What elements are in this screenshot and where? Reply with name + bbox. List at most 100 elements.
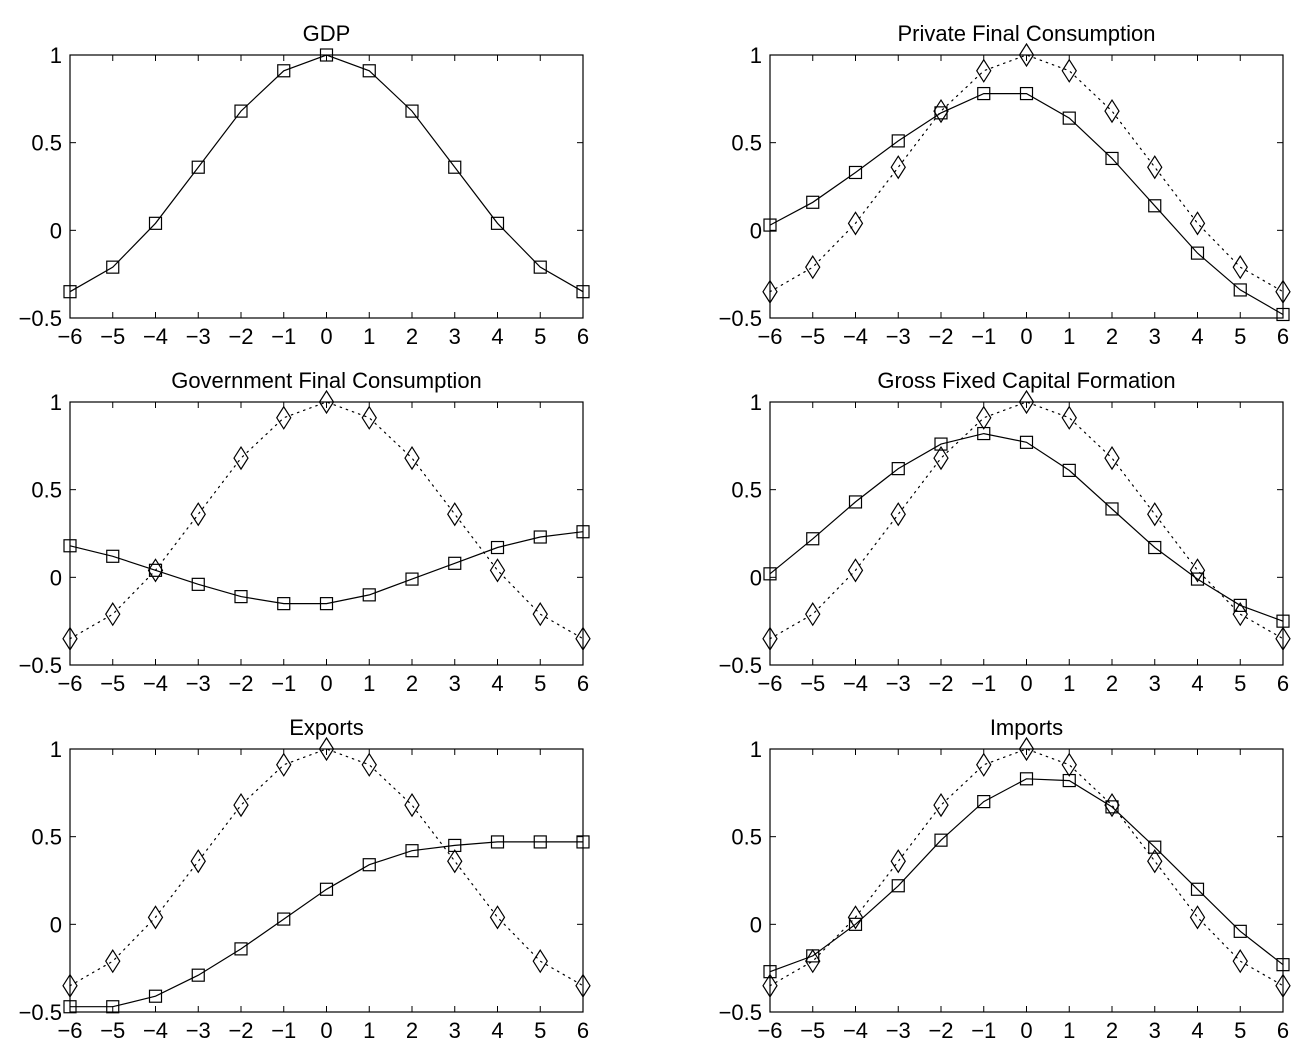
square-marker (362, 588, 376, 602)
square-marker (576, 285, 590, 299)
x-tick-label: 3 (449, 324, 461, 349)
square-marker (490, 835, 505, 849)
diamond-marker (847, 905, 864, 930)
square-marker (448, 160, 462, 174)
square-marker (277, 64, 291, 78)
x-tick-label: 0 (320, 1018, 332, 1043)
x-tick-label: 3 (449, 1018, 461, 1043)
x-tick-label: 3 (449, 671, 461, 696)
diamond-marker (1104, 98, 1120, 124)
x-tick-label: −4 (143, 324, 168, 349)
square-marker (806, 195, 820, 209)
square-marker (106, 549, 120, 563)
panel-title: GDP (303, 21, 351, 46)
x-tick-label: −2 (228, 324, 253, 349)
x-tick-label: −4 (143, 1018, 168, 1043)
square-marker (405, 104, 419, 118)
diamond-marker (976, 405, 992, 430)
square-marker (191, 160, 205, 174)
diamond-marker (1275, 626, 1291, 651)
x-tick-label: −6 (757, 1018, 782, 1043)
square-marker (448, 838, 462, 853)
x-tick-label: 5 (1234, 1018, 1246, 1043)
diamond-marker (233, 792, 249, 818)
x-tick-label: −3 (886, 671, 911, 696)
diamond-marker (890, 502, 906, 527)
x-tick-label: −6 (757, 671, 782, 696)
square-marker (1148, 540, 1162, 555)
diamond-marker (276, 405, 292, 430)
square-marker (148, 989, 163, 1003)
square-marker (63, 539, 77, 553)
diamond-marker (1232, 602, 1248, 627)
diamond-marker (762, 973, 778, 998)
square-marker (1105, 502, 1119, 516)
plot-frame (769, 748, 1284, 1013)
x-tick-label: 2 (406, 671, 418, 696)
y-tick-label: 0.5 (31, 478, 62, 503)
diamond-marker (890, 849, 906, 874)
y-tick-label: −0.5 (719, 653, 762, 678)
diamond-marker (1147, 155, 1163, 180)
diamond-marker (933, 792, 949, 818)
x-tick-label: 3 (1149, 1018, 1161, 1043)
y-tick-label: 0 (50, 218, 62, 243)
square-marker (1190, 246, 1205, 260)
diamond-marker (847, 558, 864, 583)
square-marker (848, 165, 863, 180)
x-tick-label: 1 (1063, 671, 1075, 696)
x-tick-label: −5 (800, 671, 825, 696)
x-tick-label: −6 (57, 324, 82, 349)
square-marker (977, 794, 991, 809)
chart-panel-4: Gross Fixed Capital Formation−6 −5 −4 −3 −2−… (719, 368, 1291, 696)
plot-frame (69, 54, 584, 319)
square-marker (1105, 151, 1119, 166)
square-marker (848, 917, 863, 931)
y-tick-label: −0.5 (19, 1000, 62, 1025)
x-tick-label: 4 (491, 1018, 503, 1043)
square-marker (533, 260, 547, 274)
x-tick-label: −2 (928, 324, 953, 349)
square-marker (191, 577, 205, 591)
x-tick-label: −1 (271, 671, 296, 696)
square-marker (533, 530, 547, 544)
diamond-marker (105, 949, 121, 974)
y-tick-label: 0.5 (31, 131, 62, 156)
square-marker (319, 597, 334, 611)
square-marker (934, 437, 948, 451)
diamond-marker (976, 58, 992, 83)
diamond-marker (233, 445, 249, 471)
x-tick-label: −4 (843, 324, 868, 349)
x-tick-label: −1 (971, 324, 996, 349)
square-marker (277, 912, 291, 926)
x-tick-label: −1 (271, 324, 296, 349)
square-marker (234, 104, 248, 118)
plot-frame (69, 748, 584, 1013)
diamond-marker (1189, 558, 1206, 583)
diamond-marker (762, 279, 778, 304)
square-marker (490, 540, 505, 555)
square-marker (63, 285, 77, 299)
x-tick-label: 3 (1149, 324, 1161, 349)
square-marker (1190, 882, 1205, 896)
diamond-marker (318, 389, 335, 415)
diamond-marker (805, 602, 821, 627)
panel-title: Exports (289, 715, 364, 740)
x-tick-label: −1 (971, 671, 996, 696)
square-marker (1190, 572, 1205, 586)
x-tick-label: 4 (491, 324, 503, 349)
y-tick-label: −0.5 (19, 653, 62, 678)
diamond-marker (404, 792, 420, 818)
chart-panel-6: Imports −6 −5 −4 −3 −2 −1 0 1 2 3 4 5 6 −0.5 0 0.5 1 (719, 715, 1291, 1043)
square-marker (362, 858, 376, 872)
x-tick-label: 6 (1277, 324, 1289, 349)
square-marker (763, 965, 777, 979)
square-marker (234, 590, 248, 604)
x-tick-label: 0 (320, 671, 332, 696)
x-tick-label: −2 (928, 671, 953, 696)
x-tick-label: −3 (186, 324, 211, 349)
x-tick-label: −6 (57, 671, 82, 696)
x-tick-label: 5 (534, 1018, 546, 1043)
square-marker (106, 260, 120, 274)
